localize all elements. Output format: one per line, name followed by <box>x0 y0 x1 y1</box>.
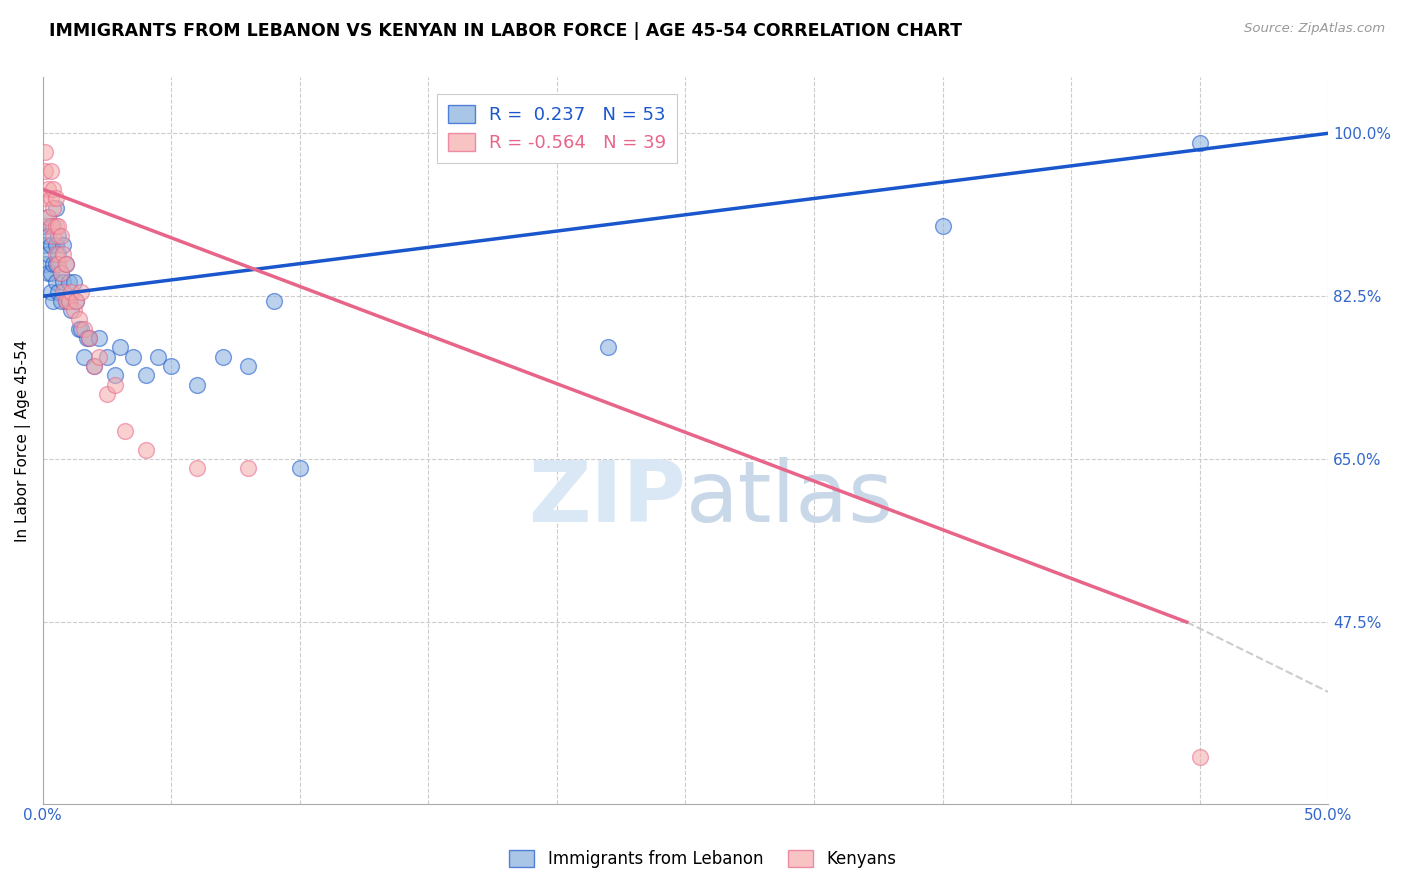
Point <box>37 228 59 243</box>
Point <box>46 247 69 261</box>
Point <box>65 293 87 308</box>
Text: atlas: atlas <box>686 457 893 541</box>
Point <box>42 257 65 271</box>
Point <box>135 368 157 383</box>
Legend: R =  0.237   N = 53, R = -0.564   N = 39: R = 0.237 N = 53, R = -0.564 N = 39 <box>437 94 678 163</box>
Point <box>77 331 100 345</box>
Point <box>1188 136 1211 150</box>
Point <box>37 210 59 224</box>
Point <box>60 285 83 299</box>
Point <box>211 350 233 364</box>
Point <box>73 322 96 336</box>
Point <box>83 359 105 373</box>
Point <box>49 228 72 243</box>
Point <box>37 247 59 261</box>
Point <box>73 350 96 364</box>
Point <box>39 238 62 252</box>
Point <box>263 293 285 308</box>
Point <box>89 350 111 364</box>
Point <box>49 266 72 280</box>
Point <box>598 340 620 354</box>
Point <box>238 461 260 475</box>
Point <box>931 219 953 234</box>
Point <box>46 257 69 271</box>
Point <box>34 219 56 234</box>
Point <box>104 377 127 392</box>
Point <box>65 293 87 308</box>
Point <box>42 201 65 215</box>
Point <box>34 257 56 271</box>
Point <box>58 275 80 289</box>
Point <box>49 293 72 308</box>
Text: IMMIGRANTS FROM LEBANON VS KENYAN IN LABOR FORCE | AGE 45-54 CORRELATION CHART: IMMIGRANTS FROM LEBANON VS KENYAN IN LAB… <box>49 22 962 40</box>
Point <box>238 359 260 373</box>
Point <box>70 322 93 336</box>
Point <box>114 424 136 438</box>
Point <box>39 285 62 299</box>
Point <box>45 219 67 234</box>
Point <box>288 461 311 475</box>
Point <box>45 201 67 215</box>
Point <box>34 191 56 205</box>
Point <box>46 219 69 234</box>
Point <box>60 303 83 318</box>
Point <box>62 275 84 289</box>
Point <box>42 228 65 243</box>
Point <box>104 368 127 383</box>
Point <box>37 210 59 224</box>
Point <box>89 331 111 345</box>
Point <box>96 350 118 364</box>
Point <box>45 238 67 252</box>
Point <box>45 191 67 205</box>
Point <box>186 461 208 475</box>
Point <box>83 359 105 373</box>
Point <box>58 293 80 308</box>
Point <box>1188 750 1211 764</box>
Point <box>76 331 98 345</box>
Point <box>49 266 72 280</box>
Point <box>34 163 56 178</box>
Point <box>55 293 77 308</box>
Point <box>46 228 69 243</box>
Point <box>46 285 69 299</box>
Point <box>45 275 67 289</box>
Point <box>42 293 65 308</box>
Point <box>42 182 65 196</box>
Point <box>121 350 143 364</box>
Point <box>186 377 208 392</box>
Legend: Immigrants from Lebanon, Kenyans: Immigrants from Lebanon, Kenyans <box>503 843 903 875</box>
Point <box>45 257 67 271</box>
Point <box>52 238 75 252</box>
Point <box>70 285 93 299</box>
Point <box>135 442 157 457</box>
Point <box>37 266 59 280</box>
Point <box>52 247 75 261</box>
Point <box>52 275 75 289</box>
Point <box>39 266 62 280</box>
Point <box>55 257 77 271</box>
Point <box>52 285 75 299</box>
Point <box>34 145 56 159</box>
Point <box>62 303 84 318</box>
Point <box>45 247 67 261</box>
Point <box>55 293 77 308</box>
Point <box>148 350 170 364</box>
Point <box>42 219 65 234</box>
Point <box>39 163 62 178</box>
Point <box>58 293 80 308</box>
Point <box>34 238 56 252</box>
Point <box>39 219 62 234</box>
Point <box>39 191 62 205</box>
Y-axis label: In Labor Force | Age 45-54: In Labor Force | Age 45-54 <box>15 339 31 541</box>
Point <box>67 322 90 336</box>
Point <box>37 182 59 196</box>
Point <box>67 312 90 326</box>
Text: ZIP: ZIP <box>527 457 686 541</box>
Text: Source: ZipAtlas.com: Source: ZipAtlas.com <box>1244 22 1385 36</box>
Point <box>77 331 100 345</box>
Point <box>55 257 77 271</box>
Point <box>108 340 131 354</box>
Point <box>96 387 118 401</box>
Point <box>160 359 183 373</box>
